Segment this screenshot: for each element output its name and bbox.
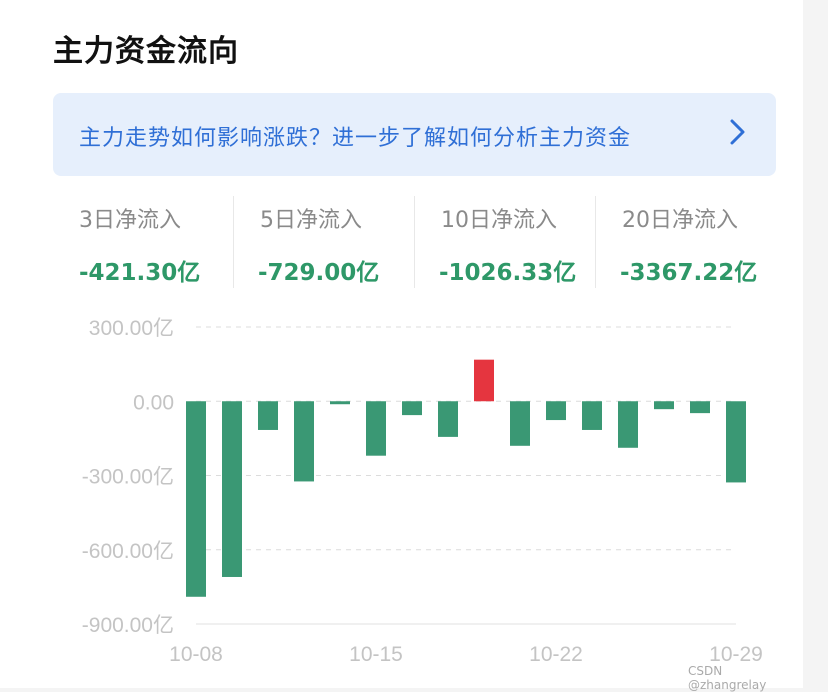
section-title: 主力资金流向 xyxy=(53,34,239,69)
stat-value: -729.00亿 xyxy=(258,260,380,286)
learn-more-banner[interactable]: 主力走势如何影响涨跌？进一步了解如何分析主力资金 xyxy=(53,93,776,176)
stat-label: 5日净流入 xyxy=(260,208,362,233)
fund-flow-bar-chart: 300.00亿 0.00 -300.00亿 -600.00亿 -900.00亿 10-08… xyxy=(82,317,763,666)
fund-flow-card: 主力资金流向 主力走势如何影响涨跌？进一步了解如何分析主力资金 3日净流入 -4… xyxy=(0,0,803,692)
bar-10-08 xyxy=(186,401,206,597)
bar-10-09 xyxy=(222,401,242,577)
bar-10-11 xyxy=(294,401,314,482)
x-tick-label: 10-15 xyxy=(349,643,403,666)
stat-label: 3日净流入 xyxy=(79,208,181,233)
stat-value: -3367.22亿 xyxy=(620,260,758,286)
stat-label: 10日净流入 xyxy=(441,208,557,233)
bar-10-21 xyxy=(510,401,530,446)
bar-10-24 xyxy=(618,401,638,448)
bar-10-29 xyxy=(726,401,746,483)
stat-20d: 20日净流入 -3367.22亿 xyxy=(595,196,776,288)
chevron-right-icon xyxy=(730,119,745,145)
bar-10-22 xyxy=(546,401,566,421)
net-inflow-stats: 3日净流入 -421.30亿 5日净流入 -729.00亿 10日净流入 -10… xyxy=(53,196,776,288)
y-tick-label: 0.00 xyxy=(133,391,174,414)
banner-text: 主力走势如何影响涨跌？进一步了解如何分析主力资金 xyxy=(79,126,632,151)
bar-10-17 xyxy=(438,401,458,437)
y-tick-label: -900.00亿 xyxy=(82,614,174,637)
bar-10-15 xyxy=(366,401,386,456)
bar-10-10 xyxy=(258,401,278,430)
bar-10-28 xyxy=(690,401,710,414)
stat-label: 20日净流入 xyxy=(622,208,738,233)
bar-10-23 xyxy=(582,401,602,430)
bar-10-14 xyxy=(330,401,350,405)
stat-value: -421.30亿 xyxy=(79,260,201,286)
x-tick-label: 10-08 xyxy=(169,643,223,666)
bar-10-25 xyxy=(654,401,674,410)
x-tick-label: 10-29 xyxy=(709,643,763,666)
stat-10d: 10日净流入 -1026.33亿 xyxy=(414,196,595,288)
bar-10-16 xyxy=(402,401,422,416)
y-tick-label: 300.00亿 xyxy=(89,317,174,340)
stat-value: -1026.33亿 xyxy=(439,260,577,286)
stat-3d: 3日净流入 -421.30亿 xyxy=(53,196,233,288)
y-tick-label: -600.00亿 xyxy=(82,540,174,563)
x-tick-label: 10-22 xyxy=(529,643,583,666)
bar-10-18 xyxy=(474,359,494,402)
stat-5d: 5日净流入 -729.00亿 xyxy=(233,196,414,288)
y-tick-label: -300.00亿 xyxy=(82,466,174,489)
